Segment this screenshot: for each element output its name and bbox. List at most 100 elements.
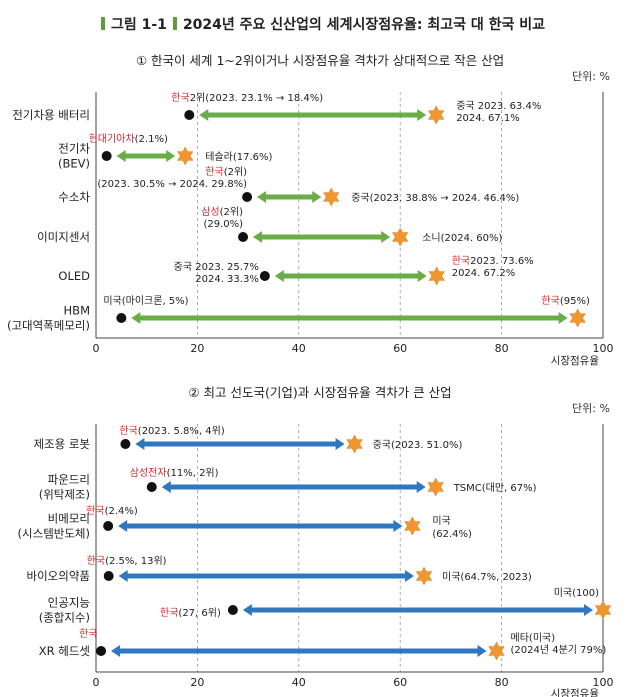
arrow-head-right [558, 312, 568, 324]
top-star [346, 434, 363, 454]
title-marker-right [172, 17, 177, 30]
korea-dot [184, 110, 195, 120]
arrow-head-left [111, 645, 121, 657]
korea-dot [242, 192, 253, 202]
top-value-label: 미국(64.7%, 2023) [442, 571, 532, 583]
arrow-head-right [584, 604, 593, 616]
korea-value-label: 한국(2위) [205, 165, 247, 178]
arrow-head-left [116, 150, 126, 162]
x-tick-label: 100 [593, 676, 614, 689]
korea-value-label: 한국(27, 6위) [160, 606, 221, 619]
category-label: XR 헤드셋 [39, 644, 90, 658]
korea-dot [101, 151, 112, 161]
top-value-label: 소니(2024. 60%) [422, 232, 502, 244]
korea-value-label: 삼성전자(11%, 2위) [130, 466, 219, 479]
category-label: 인공지능 [48, 596, 90, 610]
arrow-head-left [253, 231, 263, 243]
korea-dot [120, 439, 131, 449]
arrow-head-left [199, 109, 209, 121]
korea-dot [238, 232, 249, 242]
x-tick-label: 80 [495, 342, 509, 355]
x-axis-title: 시장점유율 [551, 688, 600, 697]
korea-dot [259, 271, 270, 281]
category-label: 전기차 [58, 142, 90, 156]
figure-title-text: 2024년 주요 신산업의 세계시장점유율: 최고국 대 한국 비교 [182, 17, 545, 33]
x-tick-label: 60 [393, 342, 407, 355]
category-label: (BEV) [58, 157, 90, 171]
top-star [323, 187, 340, 207]
korea-value-label: 중국 2023. 25.7% [174, 261, 259, 273]
arrow-head-left [118, 570, 128, 582]
category-label: 제조용 로봇 [33, 437, 90, 451]
top-star [415, 566, 433, 586]
top-star [428, 266, 445, 286]
top-star [427, 105, 445, 125]
korea-value-label: 한국(2023. 5.8%, 4위) [119, 424, 224, 437]
arrow-head-right [417, 270, 427, 282]
arrow-head-right [393, 520, 403, 532]
korea-value-label: 한국2위(2023. 23.1% → 18.4%) [171, 91, 323, 104]
panel-2-title: ② 최고 선도국(기업)과 시장점유율 격차가 큰 산업 [188, 385, 452, 400]
korea-dot [227, 605, 238, 615]
top-value-label: 한국(95%) [541, 295, 590, 307]
arrow-head-left [257, 191, 267, 203]
arrow-head-right [381, 231, 391, 243]
top-value-label: 중국(2023. 38.8% → 2024. 46.4%) [351, 192, 519, 204]
category-label: 이미지센서 [37, 230, 90, 244]
korea-dot [116, 313, 127, 323]
category-label: OLED [58, 269, 90, 283]
arrow-head-right [405, 570, 415, 582]
top-value-label: 메타(미국) [511, 632, 556, 644]
arrow-head-right [166, 150, 176, 162]
top-star [569, 308, 586, 328]
top-value-label: 중국(2023. 51.0%) [373, 439, 463, 451]
figure-title: 그림 1-1 2024년 주요 신산업의 세계시장점유율: 최고국 대 한국 비교 [0, 14, 640, 34]
korea-value-label: (2023. 30.5% → 2024. 29.8%) [97, 179, 247, 190]
category-label: 수소차 [58, 190, 90, 204]
korea-dot [103, 521, 114, 531]
category-label: (종합지수) [39, 611, 90, 625]
panel-1-title: ① 한국이 세계 1~2위이거나 시장점유율 격차가 상대적으로 작은 산업 [135, 53, 505, 68]
top-star [594, 600, 612, 620]
title-marker-left [101, 17, 105, 30]
top-star [404, 516, 421, 536]
top-value-label: 중국 2023. 63.4% [456, 100, 541, 112]
x-tick-label: 100 [593, 342, 614, 355]
top-value-label: 한국2023. 73.6% [452, 255, 534, 267]
x-tick-label: 20 [190, 342, 204, 355]
arrow-head-left [131, 312, 141, 324]
korea-value-label: 한국(2.5%, 13위) [87, 554, 167, 567]
x-tick-label: 0 [93, 342, 100, 355]
top-value-label: 2024. 67.1% [456, 113, 520, 124]
x-tick-label: 20 [190, 676, 204, 689]
x-tick-label: 80 [495, 676, 509, 689]
arrow-head-right [477, 645, 487, 657]
x-tick-label: 40 [292, 676, 306, 689]
arrow-head-left [242, 604, 252, 616]
category-label: HBM [64, 304, 90, 318]
top-value-label: 미국(100) [554, 587, 599, 599]
top-value-label: 2024. 67.2% [452, 268, 516, 279]
category-label: 비메모리 [48, 512, 90, 526]
x-tick-label: 0 [93, 676, 100, 689]
category-label: (시스템반도체) [18, 527, 90, 541]
top-star [391, 227, 409, 247]
korea-value-label: 2024. 33.3% [195, 274, 259, 285]
arrow-head-right [312, 191, 322, 203]
korea-value-label: 미국(마이크론, 5%) [103, 295, 188, 307]
korea-value-label: 현대기아차(2.1%) [89, 133, 168, 145]
x-axis-title: 시장점유율 [551, 355, 600, 367]
x-tick-label: 40 [292, 342, 306, 355]
category-label: (고대역폭메모리) [7, 319, 90, 333]
top-star [488, 641, 505, 661]
arrow-head-right [416, 481, 426, 493]
category-label: 파운드리 [48, 473, 90, 487]
korea-dot [96, 646, 107, 656]
arrow-head-left [161, 481, 171, 493]
category-label: 바이오의약품 [27, 569, 90, 583]
category-label: (위탁제조) [39, 488, 90, 502]
top-value-label: 테슬라(17.6%) [205, 151, 272, 163]
korea-value-label: (29.0%) [203, 219, 243, 230]
korea-value-label: 한국(2.4%) [86, 505, 138, 517]
